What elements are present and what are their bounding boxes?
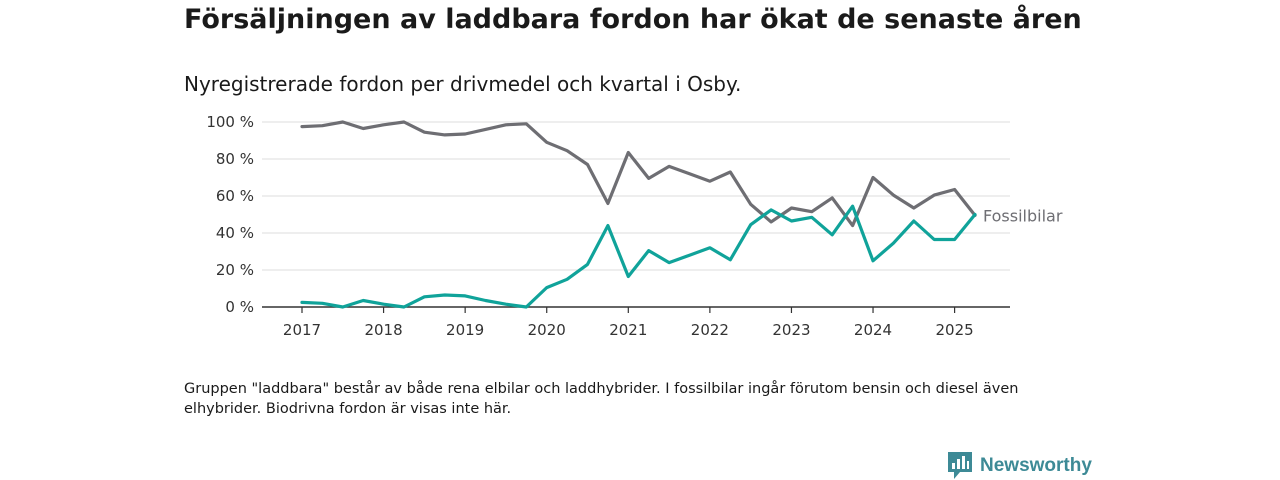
data-point bbox=[749, 203, 752, 206]
data-point bbox=[953, 238, 956, 241]
data-point bbox=[933, 193, 936, 197]
x-tick-label: 2019 bbox=[446, 321, 484, 339]
data-point bbox=[565, 278, 569, 281]
x-tick-label: 2017 bbox=[283, 321, 321, 339]
data-point bbox=[912, 219, 916, 223]
data-point bbox=[667, 165, 671, 168]
data-point bbox=[525, 122, 528, 126]
data-point bbox=[443, 293, 446, 297]
data-point bbox=[769, 220, 773, 224]
data-point bbox=[892, 193, 895, 197]
y-axis-labels: 0 % 20 % 40 % 60 % 80 % 100 % bbox=[206, 113, 254, 316]
chart-title: Försäljningen av laddbara fordon har öka… bbox=[184, 4, 1082, 35]
data-point bbox=[402, 305, 406, 309]
data-point bbox=[504, 303, 508, 306]
data-point bbox=[463, 132, 467, 136]
data-point bbox=[647, 249, 650, 252]
y-tick-label: 80 % bbox=[216, 150, 254, 168]
data-point bbox=[484, 299, 487, 302]
newsworthy-logo-icon bbox=[948, 452, 972, 479]
data-point bbox=[708, 246, 712, 249]
data-point bbox=[810, 216, 814, 219]
y-tick-label: 0 % bbox=[225, 298, 254, 316]
data-point bbox=[688, 254, 691, 257]
data-point bbox=[912, 206, 916, 210]
data-point bbox=[341, 120, 344, 124]
data-point bbox=[871, 176, 875, 179]
x-tick-label: 2022 bbox=[691, 321, 729, 339]
data-point bbox=[586, 163, 589, 166]
data-point bbox=[851, 204, 854, 208]
series-labels: Fossilbilar bbox=[983, 206, 1063, 225]
series-line-0 bbox=[300, 120, 977, 228]
data-point bbox=[484, 128, 487, 131]
x-tick-label: 2023 bbox=[772, 321, 810, 339]
data-point bbox=[831, 233, 834, 237]
footnote: Gruppen "laddbara" består av både rena e… bbox=[184, 381, 1019, 417]
data-point bbox=[769, 208, 773, 212]
data-point bbox=[790, 219, 793, 223]
data-point bbox=[892, 241, 895, 245]
data-point bbox=[361, 299, 365, 302]
y-tick-label: 100 % bbox=[206, 113, 254, 131]
data-point bbox=[423, 130, 426, 134]
data-point bbox=[525, 305, 528, 309]
gridlines bbox=[262, 121, 1010, 271]
data-point bbox=[729, 258, 732, 262]
data-point bbox=[606, 202, 610, 205]
data-point bbox=[627, 275, 630, 278]
x-tick-label: 2021 bbox=[609, 321, 647, 339]
data-point bbox=[382, 123, 385, 126]
data-point bbox=[300, 301, 304, 304]
data-point bbox=[851, 224, 854, 227]
data-point bbox=[463, 294, 467, 298]
series-line-1 bbox=[300, 204, 977, 309]
data-point bbox=[790, 206, 793, 210]
data-point bbox=[749, 223, 752, 226]
data-point bbox=[341, 305, 344, 309]
y-tick-label: 40 % bbox=[216, 224, 254, 242]
x-tick-label: 2018 bbox=[364, 321, 402, 339]
data-point bbox=[627, 151, 630, 154]
x-tick-label: 2025 bbox=[936, 321, 974, 339]
data-point bbox=[443, 133, 446, 137]
data-point bbox=[382, 303, 385, 306]
chart-subtitle: Nyregistrerade fordon per drivmedel och … bbox=[184, 72, 742, 96]
data-point bbox=[565, 149, 569, 152]
data-point bbox=[810, 210, 814, 213]
data-point bbox=[423, 295, 426, 299]
data-point bbox=[688, 172, 691, 175]
series-lines bbox=[300, 120, 977, 309]
data-point bbox=[871, 259, 875, 262]
series-label: Fossilbilar bbox=[983, 206, 1063, 225]
data-point bbox=[933, 238, 936, 241]
data-point bbox=[321, 302, 324, 305]
data-point bbox=[708, 180, 712, 183]
y-tick-label: 20 % bbox=[216, 261, 254, 279]
data-point bbox=[973, 213, 977, 216]
data-point bbox=[647, 177, 650, 180]
brand-name: Newsworthy bbox=[980, 455, 1092, 476]
data-point bbox=[729, 170, 732, 174]
data-point bbox=[504, 123, 508, 126]
x-tick-label: 2024 bbox=[854, 321, 892, 339]
data-point bbox=[321, 124, 324, 127]
data-point bbox=[586, 263, 589, 266]
x-tick-label: 2020 bbox=[528, 321, 566, 339]
data-point bbox=[831, 196, 834, 200]
data-point bbox=[545, 286, 548, 289]
data-point bbox=[402, 120, 406, 124]
data-point bbox=[545, 141, 548, 144]
data-point bbox=[606, 224, 610, 227]
data-point bbox=[667, 261, 671, 264]
brand[interactable]: Newsworthy bbox=[948, 452, 1092, 480]
data-point bbox=[300, 125, 304, 128]
data-point bbox=[361, 127, 365, 130]
data-point bbox=[953, 188, 956, 191]
x-axis: 2017 2018 2019 2020 2021 2022 2023 2024 2025 bbox=[262, 306, 1010, 339]
y-tick-label: 60 % bbox=[216, 187, 254, 205]
